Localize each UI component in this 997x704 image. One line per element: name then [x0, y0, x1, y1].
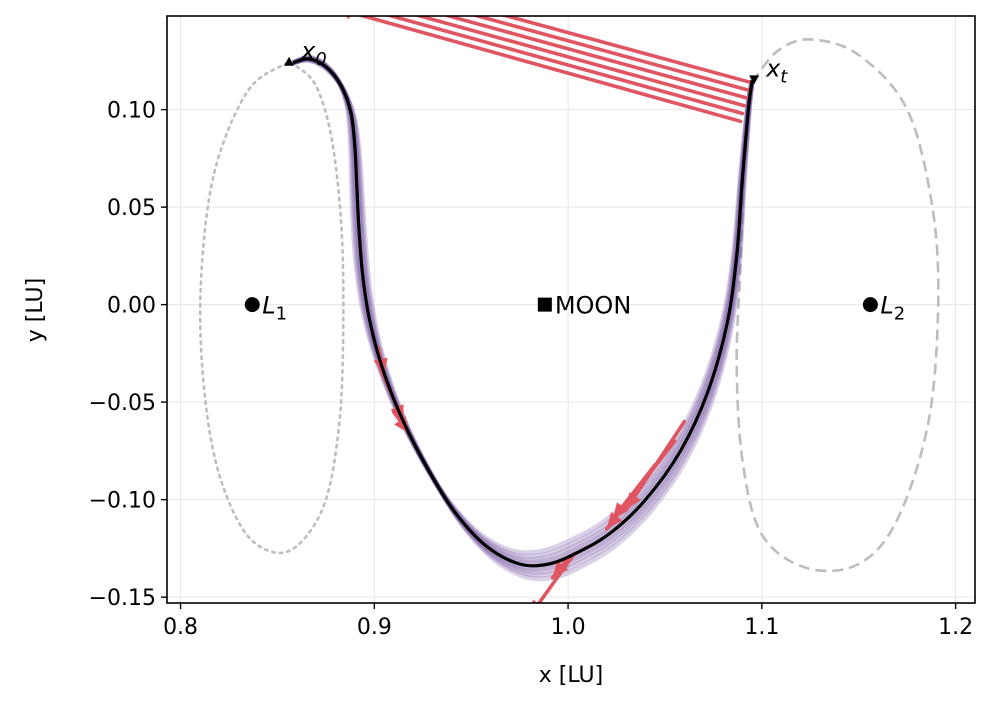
point-label-subscript: 1 — [276, 304, 287, 325]
sample-trajectory — [292, 57, 755, 578]
state-label: xt — [765, 54, 788, 87]
y-tick-label: −0.15 — [89, 586, 156, 611]
lagrange-point-marker — [244, 297, 260, 313]
thrust-arrow-head — [532, 599, 538, 603]
thrust-arrow-head — [552, 560, 569, 578]
state-label-subscript: t — [780, 66, 788, 87]
thrust-arrow — [442, 16, 749, 100]
y-tick-label: −0.10 — [89, 489, 156, 514]
plot-frame — [166, 15, 976, 604]
x-tick-label: 0.9 — [357, 615, 392, 640]
x-tick-label: 0.8 — [163, 615, 198, 640]
ticks: 0.8 0.9 1.0 1.1 1.2 0.10 0.05 0.00 −0.05 −0.10 −0.… — [89, 99, 974, 640]
x-tick-label: 1.2 — [938, 615, 973, 640]
thrust-arrow — [471, 16, 751, 92]
y-axis-label: y [LU] — [23, 278, 48, 342]
nominal-trajectory — [292, 57, 754, 568]
y-tick-label: 0.05 — [107, 196, 156, 221]
thrust-arrow — [605, 439, 677, 531]
point-label: L1 — [262, 292, 287, 325]
thrust-arrow — [536, 552, 576, 603]
plot-area — [198, 0, 940, 603]
thrust-arrow — [413, 16, 747, 108]
thrust-arrow — [500, 16, 753, 85]
point-label: L2 — [880, 292, 905, 325]
l2-orbit-line — [735, 38, 940, 573]
start-marker — [284, 56, 295, 66]
state-label: x0 — [300, 37, 327, 70]
y-tick-label: −0.05 — [89, 391, 156, 416]
thrust-arrow-head — [336, 0, 353, 11]
state-label-subscript: 0 — [315, 49, 326, 70]
thrust-arrow-head — [606, 511, 623, 529]
sample-trajectory — [292, 57, 755, 582]
end-marker — [749, 75, 760, 85]
y-tick-label: 0.10 — [107, 99, 156, 124]
lagrange-point-marker — [862, 297, 878, 313]
thrust-arrow-head — [336, 0, 353, 4]
thrust-arrow-head — [345, 16, 351, 20]
x-tick-label: 1.1 — [744, 615, 779, 640]
thrust-arrow — [384, 16, 745, 116]
thrust-arrow — [356, 16, 743, 124]
moon-marker — [537, 297, 552, 312]
sample-trajectory — [291, 55, 755, 559]
point-label-subscript: 2 — [894, 304, 905, 325]
grid — [167, 16, 975, 603]
annotations: L1 L2 MOON x0 xt — [244, 37, 905, 325]
point-label: MOON — [555, 292, 631, 320]
sample-trajectory — [291, 54, 755, 556]
x-axis-label: x [LU] — [539, 663, 603, 688]
y-tick-label: 0.00 — [107, 294, 156, 319]
x-tick-label: 1.0 — [551, 615, 586, 640]
l1-orbit-line — [198, 61, 345, 555]
